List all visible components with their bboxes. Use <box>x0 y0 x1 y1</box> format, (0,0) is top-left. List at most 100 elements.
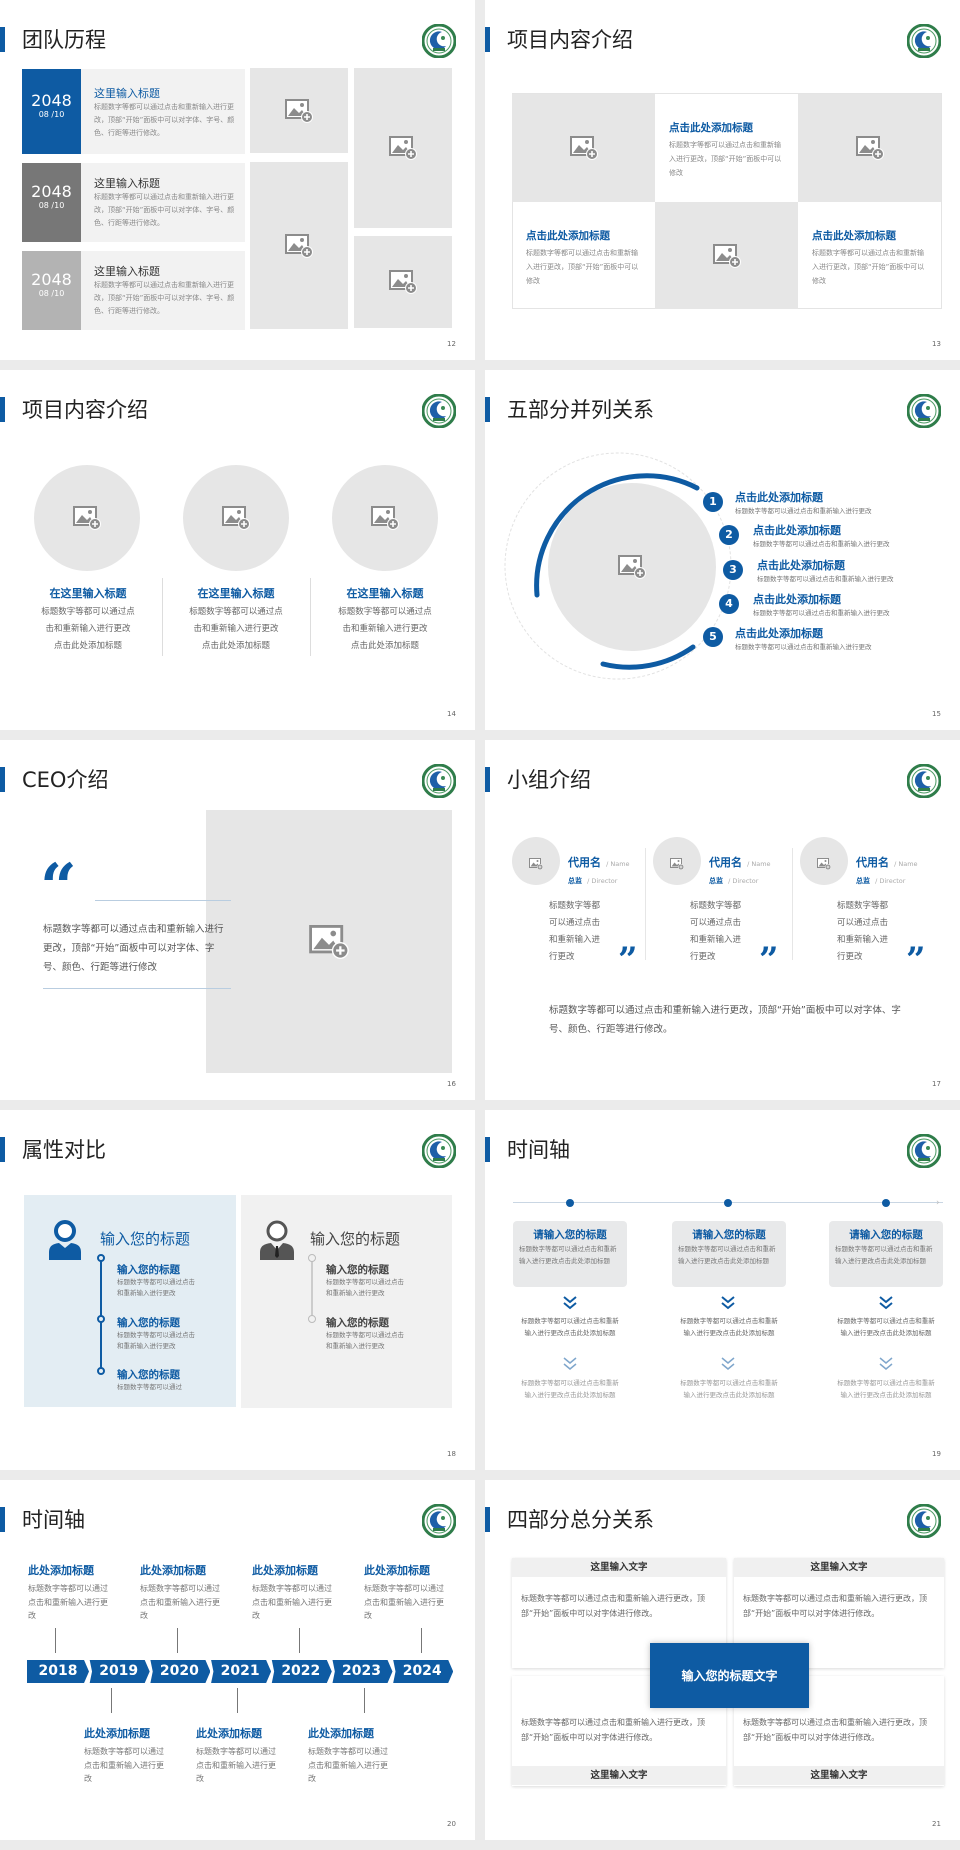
item-line: 点击此处添加标题 <box>350 641 419 651</box>
slide-13[interactable]: 项目内容介绍 点击此处添加标题 标题数字等都可以通过点击和重新输入进行更改，顶部“… <box>485 0 960 360</box>
milestone-body: 标题数字等都可以通过点击和重新输入进行更改 <box>84 1747 164 1783</box>
person-icon <box>49 1220 81 1260</box>
timeline-dot <box>566 1199 574 1207</box>
center-title-box: 输入您的标题文字 <box>650 1643 809 1708</box>
compare-item: 输入您的标题 标题数字等都可以通过 <box>117 1367 199 1393</box>
step-body: 标题数字等都可以通过点击和重新输入进行更改 <box>735 643 872 651</box>
step-number-badge: 2 <box>719 525 739 545</box>
name-cn: 代用名 <box>856 856 889 869</box>
image-placeholder[interactable] <box>512 94 655 202</box>
timeline-node <box>97 1254 105 1262</box>
school-logo <box>421 1133 457 1169</box>
year: 2048 <box>31 91 72 110</box>
bio-line: 标题数字等都 <box>549 901 601 911</box>
page-number: 18 <box>447 1450 456 1458</box>
image-placeholder-icon <box>389 270 417 294</box>
year-segment: 2022 <box>271 1660 332 1683</box>
role-en: / Director <box>875 877 906 885</box>
detail-text: 标题数字等都可以通过点击和重新输入进行更改点击此处添加标题 <box>837 1379 935 1399</box>
slide-14[interactable]: 项目内容介绍 在这里输入标题 标题数字等都可以通过点 击和重新输入进行更改 点击此处添… <box>0 370 475 730</box>
box-body: 标题数字等都可以通过点击和重新输入进行更改，顶部“开始”面板中可以对字体进行修改… <box>743 1718 927 1742</box>
bio-line: 行更改 <box>837 952 863 962</box>
school-logo <box>421 23 457 59</box>
member-bio: 标题数字等都 可以通过点击 和重新输入进 行更改 <box>549 898 600 966</box>
detail-text: 标题数字等都可以通过点击和重新输入进行更改点击此处添加标题 <box>521 1317 619 1337</box>
timeline-node <box>97 1315 105 1323</box>
milestone-body: 标题数字等都可以通过点击和重新输入进行更改 <box>364 1584 444 1620</box>
school-logo <box>906 1133 942 1169</box>
image-placeholder-circle[interactable] <box>548 483 716 651</box>
title-bar <box>0 1137 5 1162</box>
page-number: 20 <box>447 1820 456 1828</box>
milestone-top: 此处添加标题 标题数字等都可以通过点击和重新输入进行更改 <box>364 1562 450 1623</box>
image-placeholder-circle[interactable] <box>34 465 140 571</box>
image-placeholder[interactable] <box>655 202 798 309</box>
cell-body: 标题数字等都可以通过点击和重新输入进行更改，顶部“开始”面板中可以修改 <box>526 249 639 285</box>
image-placeholder[interactable] <box>250 162 348 329</box>
item-line: 点击此处添加标题 <box>53 641 122 651</box>
bio-line: 可以通过点击 <box>549 918 601 928</box>
bio-line: 标题数字等都 <box>837 901 889 911</box>
avatar-placeholder[interactable] <box>653 837 701 885</box>
step-body: 标题数字等都可以通过点击和重新输入进行更改 <box>753 540 890 548</box>
milestone-top: 此处添加标题 标题数字等都可以通过点击和重新输入进行更改 <box>28 1562 114 1623</box>
step-item: 点击此处添加标题 标题数字等都可以通过点击和重新输入进行更改 <box>753 522 890 548</box>
slide-title: 五部分并列关系 <box>507 398 654 422</box>
avatar-placeholder[interactable] <box>800 837 848 885</box>
milestone-title: 此处添加标题 <box>308 1727 374 1740</box>
school-logo <box>906 1503 942 1539</box>
slide-title: 四部分总分关系 <box>507 1508 654 1532</box>
timeline-dot <box>882 1199 890 1207</box>
member-role: 总监 / Director <box>709 868 758 887</box>
image-placeholder-icon <box>529 855 543 870</box>
school-logo <box>906 763 942 799</box>
year: 2048 <box>31 182 72 201</box>
member-role: 总监 / Director <box>568 868 617 887</box>
timeline-node <box>308 1254 316 1262</box>
page-number: 15 <box>932 710 941 718</box>
card-heading: 这里输入标题 <box>94 177 160 190</box>
slide-title: 团队历程 <box>22 28 106 52</box>
avatar-placeholder[interactable] <box>512 837 560 885</box>
image-placeholder-icon <box>73 506 101 530</box>
image-placeholder[interactable] <box>798 94 941 202</box>
connector-line <box>177 1628 178 1653</box>
panel-heading: 输入您的标题 <box>310 1230 401 1248</box>
slide-20[interactable]: 时间轴 此处添加标题 标题数字等都可以通过点击和重新输入进行更改 此处添加标题 标题数… <box>0 1480 475 1840</box>
item-line: 标题数字等都可以通过点 <box>338 607 432 617</box>
slide-19[interactable]: 时间轴 › 请输入您的标题 标题数字等都可以通过点击和重新输入进行更改点击此处添加… <box>485 1110 960 1470</box>
slide-18[interactable]: 属性对比 输入您的标题 输入您的标题 输入您的标题 标题数字等都可以通过点击和重新… <box>0 1110 475 1470</box>
timeline-card: 请输入您的标题 标题数字等都可以通过点击和重新输入进行更改点击此处添加标题 <box>513 1221 627 1287</box>
role-cn: 总监 <box>709 877 723 885</box>
image-placeholder-icon <box>569 136 598 160</box>
divider <box>310 578 311 656</box>
item-title: 输入您的标题 <box>326 1264 389 1276</box>
item-body: 标题数字等都可以通过点击和重新输入进行更改 <box>117 1331 195 1350</box>
image-placeholder[interactable] <box>354 68 452 228</box>
image-placeholder-icon <box>618 555 646 579</box>
slide-21[interactable]: 四部分总分关系 这里输入文字标题数字等都可以通过点击和重新输入进行更改，顶部“开… <box>485 1480 960 1840</box>
item-title: 输入您的标题 <box>117 1264 180 1276</box>
title-bar <box>485 767 490 792</box>
slide-15[interactable]: 五部分并列关系 1 点击此处添加标题 标题数字等都可以通过点击和重新输入进行更改 2 点… <box>485 370 960 730</box>
member-name: 代用名 / Name <box>856 851 918 870</box>
image-placeholder[interactable] <box>250 68 348 153</box>
slide-12[interactable]: 团队历程 2048 08 /10 这里输入标题 标题数字等都可以通过点击和重新输入进… <box>0 0 475 360</box>
connector-line <box>421 1628 422 1653</box>
quote-mark-icon: ” <box>618 940 638 980</box>
milestone-top: 此处添加标题 标题数字等都可以通过点击和重新输入进行更改 <box>252 1562 338 1623</box>
image-placeholder-circle[interactable] <box>332 465 438 571</box>
image-placeholder[interactable] <box>354 236 452 328</box>
name-en: / Name <box>747 860 771 868</box>
image-placeholder[interactable] <box>206 810 452 1073</box>
slide-17[interactable]: 小组介绍 代用名 / Name 总监 / Director 标题数字等都 可以通过点击… <box>485 740 960 1100</box>
box-header: 这里输入文字 <box>734 1558 944 1577</box>
date: 08 /10 <box>38 110 65 119</box>
image-placeholder-circle[interactable] <box>183 465 289 571</box>
detail-text: 标题数字等都可以通过点击和重新输入进行更改点击此处添加标题 <box>680 1317 778 1337</box>
slide-16[interactable]: CEO介绍 “ 标题数字等都可以通过点击和重新输入进行更改，顶部“开始”面板中可… <box>0 740 475 1100</box>
year-segment: 2021 <box>211 1660 272 1683</box>
step-item: 点击此处添加标题 标题数字等都可以通过点击和重新输入进行更改 <box>757 557 894 583</box>
divider <box>792 848 793 960</box>
milestone-bottom: 此处添加标题 标题数字等都可以通过点击和重新输入进行更改 <box>196 1725 282 1786</box>
